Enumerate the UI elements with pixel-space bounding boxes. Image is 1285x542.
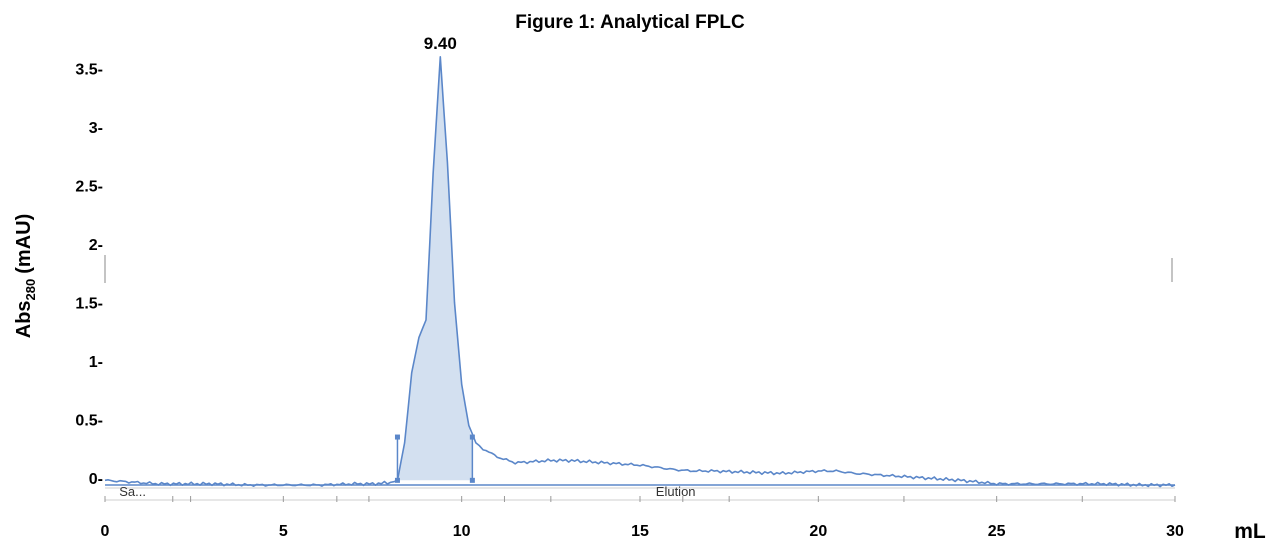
integration-marker-cap: [469, 434, 475, 440]
integration-marker-cap: [394, 434, 400, 440]
x-tick-label: 0: [101, 523, 110, 540]
x-tick-label: 30: [1166, 523, 1184, 540]
x-axis-unit-label: mL: [1234, 520, 1266, 542]
x-tick-label: 10: [453, 523, 471, 540]
integration-marker-foot: [469, 477, 475, 483]
y-tick-label: 3.5-: [75, 62, 103, 79]
fraction-bar: Sa... Elution: [104, 484, 1176, 502]
x-tick-group: 0 5 10 15 20 25 30: [101, 523, 1184, 540]
y-tick-label: 2.5-: [75, 179, 103, 196]
fraction-label: Elution: [656, 484, 696, 499]
y-axis-label-main: Abs: [13, 300, 35, 338]
y-tick-label: 1-: [89, 354, 103, 371]
y-tick-group: 0- 0.5- 1- 1.5- 2- 2.5- 3- 3.5-: [75, 62, 103, 489]
absorbance-trace: [104, 55, 1176, 488]
peak-area-fill: [397, 56, 473, 481]
y-axis-label: Abs280 (mAU): [13, 214, 38, 339]
y-axis-label-unit: (mAU): [13, 214, 35, 274]
y-axis-label-subscript: 280: [23, 279, 38, 301]
y-tick-label: 3-: [89, 120, 103, 137]
peak-label: 9.40: [424, 34, 457, 53]
x-tick-label: 15: [631, 523, 649, 540]
fraction-label: Sa...: [119, 484, 146, 499]
x-tick-label: 25: [988, 523, 1006, 540]
chart-title: Figure 1: Analytical FPLC: [515, 12, 745, 33]
x-tick-label: 5: [279, 523, 288, 540]
x-tick-label: 20: [809, 523, 827, 540]
y-tick-label: 1.5-: [75, 296, 103, 313]
y-tick-label: 0-: [89, 471, 103, 488]
y-tick-label: 2-: [89, 237, 103, 254]
y-tick-label: 0.5-: [75, 413, 103, 430]
